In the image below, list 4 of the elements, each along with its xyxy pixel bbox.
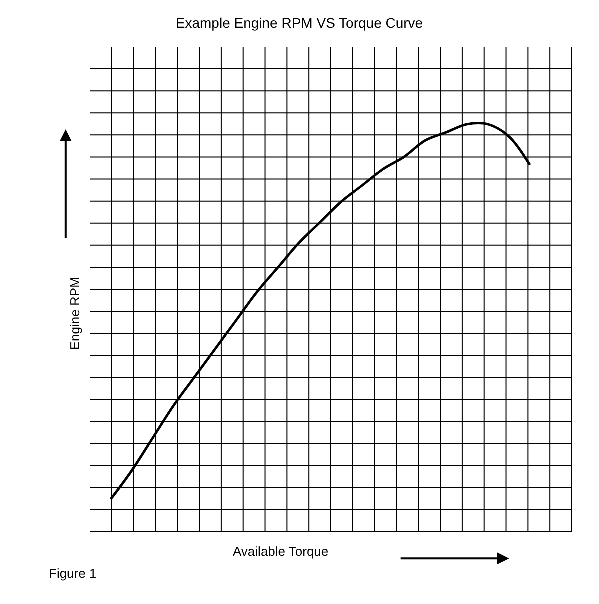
x-axis-title: Available Torque	[233, 544, 329, 559]
y-axis-title: Engine RPM	[68, 277, 83, 350]
chart-title: Example Engine RPM VS Torque Curve	[176, 14, 424, 31]
caption: Figure 1	[49, 566, 97, 581]
